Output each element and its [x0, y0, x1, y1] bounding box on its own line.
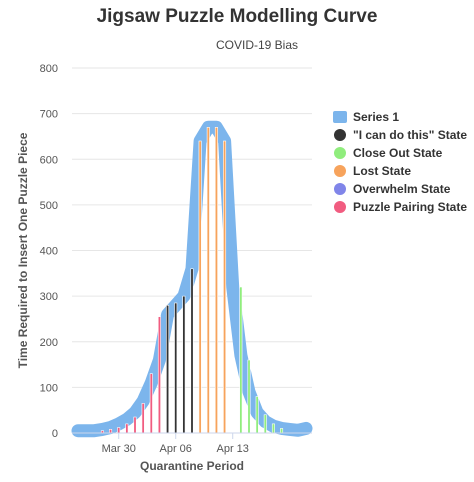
- chart-title: Jigsaw Puzzle Modelling Curve: [96, 6, 378, 27]
- x-tick-label: Apr 06: [160, 443, 192, 455]
- legend-marker: [334, 165, 346, 177]
- state-bar: [271, 423, 275, 434]
- legend-item[interactable]: Close Out State: [334, 146, 443, 160]
- state-bar: [280, 428, 284, 434]
- legend-swatch: [333, 111, 347, 123]
- legend-item[interactable]: Lost State: [334, 164, 411, 178]
- y-tick-label: 600: [40, 154, 58, 166]
- state-bar: [223, 140, 227, 434]
- state-bar: [190, 268, 194, 434]
- legend-label: Series 1: [353, 110, 399, 124]
- state-bar: [174, 302, 178, 434]
- state-bar: [198, 140, 202, 434]
- state-bar: [166, 304, 170, 434]
- x-tick-label: Apr 13: [217, 443, 249, 455]
- state-bar: [214, 127, 218, 434]
- legend-marker: [334, 201, 346, 213]
- state-bar: [133, 416, 137, 434]
- y-tick-label: 300: [40, 291, 58, 303]
- legend-marker: [334, 147, 346, 159]
- state-bar: [125, 423, 129, 434]
- state-bar: [141, 403, 145, 434]
- y-tick-label: 200: [40, 337, 58, 349]
- legend-item[interactable]: "I can do this" State: [334, 128, 467, 142]
- y-tick-label: 500: [40, 200, 58, 212]
- state-bar: [247, 359, 251, 434]
- state-bar: [255, 396, 259, 434]
- y-tick-label: 100: [40, 382, 58, 394]
- y-tick-label: 0: [52, 428, 58, 440]
- legend-item[interactable]: Overwhelm State: [334, 182, 451, 196]
- legend-label: Close Out State: [353, 146, 443, 160]
- state-bar: [109, 429, 113, 434]
- state-bar: [117, 427, 121, 434]
- legend-item[interactable]: Puzzle Pairing State: [334, 200, 467, 214]
- x-tick-label: Mar 30: [102, 443, 136, 455]
- state-bar: [182, 295, 186, 434]
- y-tick-label: 800: [40, 63, 58, 75]
- state-bar: [149, 373, 153, 434]
- legend-label: Overwhelm State: [353, 182, 451, 196]
- state-bar: [206, 127, 210, 434]
- legend-label: Lost State: [353, 164, 411, 178]
- x-axis-title: Quarantine Period: [140, 459, 244, 473]
- state-bar: [239, 286, 243, 434]
- y-tick-label: 400: [40, 246, 58, 258]
- state-bar: [157, 316, 161, 434]
- y-tick-label: 700: [40, 109, 58, 121]
- legend-item[interactable]: Series 1: [333, 110, 399, 124]
- chart-subtitle: COVID-19 Bias: [215, 38, 299, 52]
- state-bar: [263, 414, 267, 434]
- y-axis-title: Time Required to Insert One Puzzle Piece: [16, 132, 30, 368]
- legend-label: "I can do this" State: [353, 128, 467, 142]
- legend-label: Puzzle Pairing State: [353, 200, 467, 214]
- legend-marker: [334, 183, 346, 195]
- legend-marker: [334, 129, 346, 141]
